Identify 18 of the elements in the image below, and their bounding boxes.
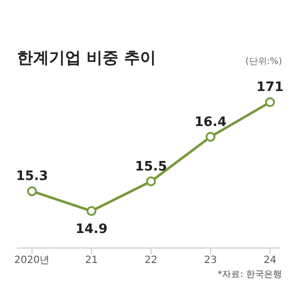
x-tick-label: 23 [204,255,217,266]
data-label: 16.4 [194,114,227,130]
point [265,97,275,108]
chart-subtitle: (단위:%) [245,56,282,68]
x-tick-label: 21 [85,255,98,266]
data-label: 14.9 [75,222,108,238]
point [206,132,216,142]
point [86,206,96,216]
point [27,186,37,196]
chart-title: 한계기업 비중 추이 [17,48,156,69]
x-tick-label: 24 [264,255,276,266]
text: *자료: 한국은행 [218,269,282,281]
point [146,176,156,186]
x-tick-label: 2020년 [14,255,50,266]
data-label: 15.5 [134,159,168,174]
x-tick-label: 22 [144,255,158,266]
data-label: 15.3 [16,169,48,184]
annotation: 171 [256,80,284,96]
